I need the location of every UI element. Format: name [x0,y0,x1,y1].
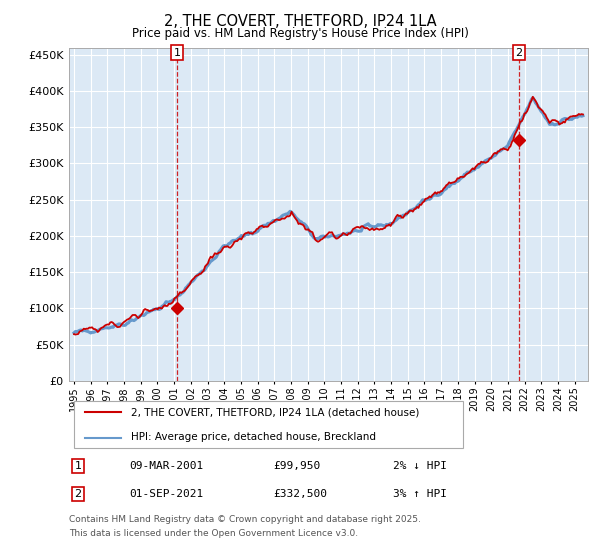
Text: 2: 2 [74,489,82,499]
Text: 2, THE COVERT, THETFORD, IP24 1LA: 2, THE COVERT, THETFORD, IP24 1LA [164,14,436,29]
Text: 2% ↓ HPI: 2% ↓ HPI [393,461,447,471]
Text: Contains HM Land Registry data © Crown copyright and database right 2025.: Contains HM Land Registry data © Crown c… [69,515,421,524]
Text: 2: 2 [515,48,523,58]
Text: 1: 1 [173,48,181,58]
Text: £332,500: £332,500 [273,489,327,499]
Text: £99,950: £99,950 [273,461,320,471]
Text: 1: 1 [74,461,82,471]
Text: 2, THE COVERT, THETFORD, IP24 1LA (detached house): 2, THE COVERT, THETFORD, IP24 1LA (detac… [131,408,419,418]
Text: 3% ↑ HPI: 3% ↑ HPI [393,489,447,499]
FancyBboxPatch shape [74,402,463,448]
Text: 01-SEP-2021: 01-SEP-2021 [129,489,203,499]
Text: This data is licensed under the Open Government Licence v3.0.: This data is licensed under the Open Gov… [69,529,358,538]
Text: HPI: Average price, detached house, Breckland: HPI: Average price, detached house, Brec… [131,432,376,442]
Text: Price paid vs. HM Land Registry's House Price Index (HPI): Price paid vs. HM Land Registry's House … [131,27,469,40]
Text: 09-MAR-2001: 09-MAR-2001 [129,461,203,471]
